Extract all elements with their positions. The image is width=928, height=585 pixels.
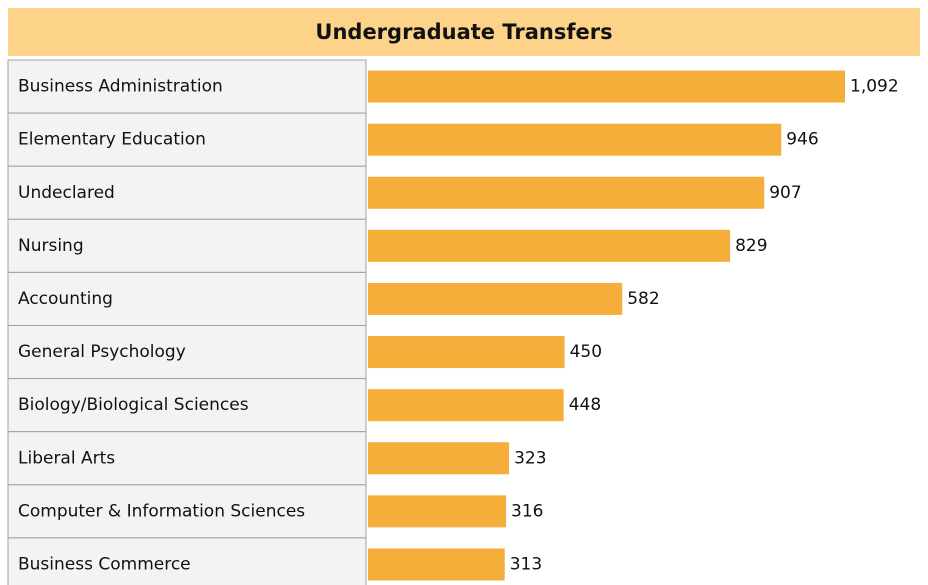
value-label: 313 [510, 554, 542, 574]
value-label: 946 [786, 130, 818, 150]
category-label: General Psychology [18, 342, 186, 362]
label-cell [7, 325, 367, 380]
bar [368, 495, 507, 528]
value-label: 450 [570, 342, 602, 362]
label-cell [7, 537, 367, 585]
category-label: Undeclared [18, 183, 115, 203]
bar [368, 70, 845, 103]
category-label: Biology/Biological Sciences [18, 395, 249, 415]
label-cell [7, 484, 367, 539]
category-label: Liberal Arts [18, 448, 115, 468]
category-label: Business Commerce [18, 554, 191, 574]
label-cell [7, 271, 367, 326]
value-label: 316 [511, 501, 543, 521]
label-cell [7, 59, 367, 114]
value-label: 907 [769, 183, 801, 203]
category-label: Accounting [18, 289, 113, 309]
category-label: Computer & Information Sciences [18, 501, 305, 521]
category-label: Business Administration [18, 77, 223, 97]
label-cell [7, 218, 367, 273]
bar [368, 229, 731, 262]
chart-title: Undergraduate Transfers [315, 20, 612, 44]
bar [368, 389, 564, 422]
value-label: 829 [735, 236, 767, 256]
category-label: Nursing [18, 236, 84, 256]
bar [368, 442, 510, 475]
category-label: Elementary Education [18, 130, 206, 150]
title-bar [8, 8, 920, 56]
label-cell [7, 431, 367, 486]
bar [368, 336, 565, 369]
value-label: 448 [569, 395, 601, 415]
bar [368, 123, 782, 156]
value-label: 1,092 [850, 77, 899, 97]
bar [368, 176, 765, 209]
bar [368, 548, 505, 581]
value-label: 323 [514, 448, 546, 468]
label-cell [7, 378, 367, 433]
value-label: 582 [627, 289, 659, 309]
label-cell [7, 165, 367, 220]
bar [368, 282, 623, 315]
